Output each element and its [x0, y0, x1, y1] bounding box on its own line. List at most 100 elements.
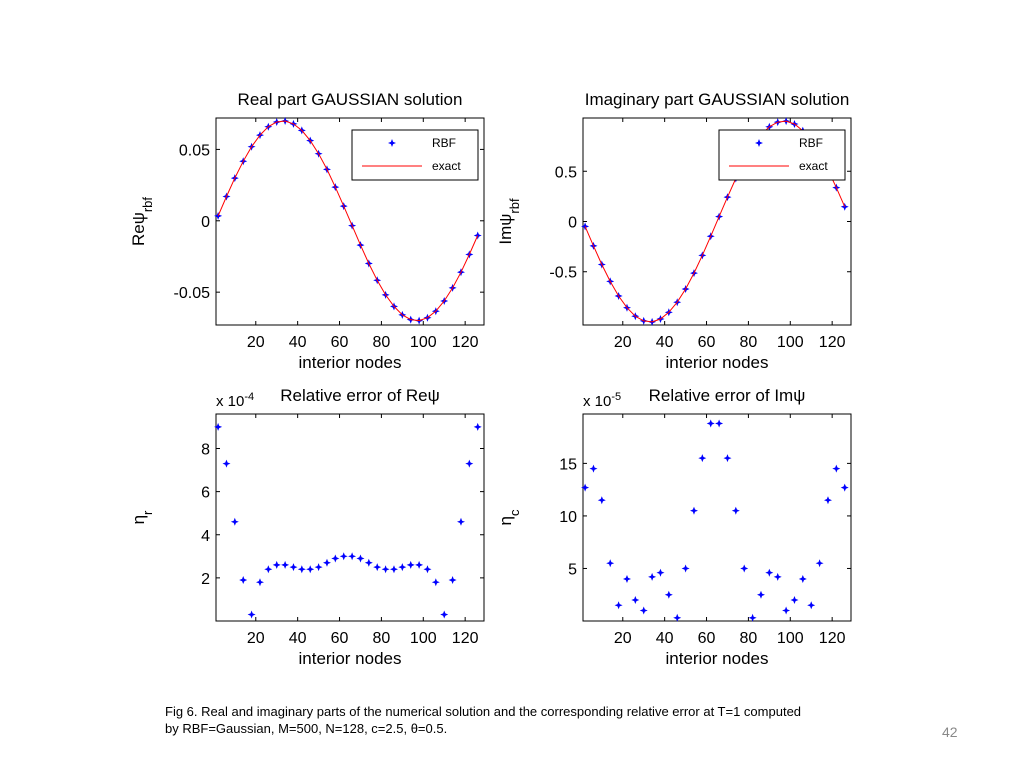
y-axis-label: Reψrbf: [129, 197, 155, 246]
axis-scale-base: x 10: [583, 393, 611, 410]
y-tick-label: 6: [201, 485, 210, 502]
chart-title: Imaginary part GAUSSIAN solution: [585, 90, 850, 109]
point: [623, 575, 631, 583]
point: [740, 564, 749, 573]
point: [715, 419, 724, 428]
axis-scale-base: x 10: [216, 393, 244, 410]
x-tick-label: 100: [777, 630, 804, 647]
x-tick-label: 60: [698, 630, 716, 647]
x-tick-label: 80: [740, 334, 758, 351]
y-tick-label: 15: [559, 456, 577, 473]
y-tick-label: 0.5: [555, 164, 577, 181]
x-axis-label: interior nodes: [298, 353, 401, 372]
point: [214, 422, 223, 431]
point: [840, 483, 849, 492]
x-tick-label: 100: [410, 334, 437, 351]
x-tick-label: 20: [247, 630, 265, 647]
point: [306, 565, 315, 574]
point: [239, 576, 248, 584]
legend-box: [351, 129, 479, 181]
x-tick-label: 60: [698, 334, 716, 351]
x-tick-label: 20: [614, 630, 632, 647]
y-axis-label-main: Imψ: [496, 214, 515, 245]
point: [440, 610, 449, 619]
point: [614, 601, 623, 610]
point: [423, 565, 432, 574]
y-axis-label-sub: rbf: [507, 198, 522, 214]
point: [589, 464, 598, 473]
x-tick-label: 40: [289, 630, 307, 647]
y-tick-label: 10: [559, 509, 577, 526]
x-tick-label: 60: [331, 334, 349, 351]
point: [364, 558, 373, 567]
point: [597, 496, 606, 505]
chart-title: Relative error of Imψ: [649, 386, 806, 405]
point: [773, 572, 782, 581]
point: [465, 459, 474, 468]
x-tick-label: 100: [410, 630, 437, 647]
x-axis-label: interior nodes: [298, 649, 401, 668]
caption-line: Fig 6. Real and imaginary parts of the n…: [165, 704, 802, 719]
point: [415, 560, 424, 569]
point: [673, 613, 682, 622]
legend-box: [718, 129, 846, 181]
point: [281, 560, 290, 569]
y-axis-label: ηc: [496, 509, 522, 525]
point: [631, 596, 640, 604]
y-tick-label: 0.05: [179, 142, 210, 159]
x-tick-label: 80: [740, 630, 758, 647]
page-number: 42: [942, 724, 958, 740]
point: [356, 554, 365, 563]
point: [289, 563, 298, 572]
x-tick-label: 120: [819, 630, 846, 647]
plot-area: [582, 413, 852, 622]
y-tick-label: 4: [201, 528, 210, 545]
x-tick-label: 120: [819, 334, 846, 351]
point: [606, 559, 615, 568]
axis-scale-exponent: -5: [611, 391, 621, 403]
y-axis-label: Imψrbf: [496, 198, 522, 245]
point: [664, 590, 673, 599]
x-tick-label: 40: [289, 334, 307, 351]
point: [815, 559, 824, 568]
y-axis-label-main: η: [129, 515, 148, 524]
point: [581, 483, 590, 492]
legend-marker: [755, 139, 763, 147]
y-axis-label-sub: rbf: [140, 197, 155, 213]
caption-line: by RBF=Gaussian, M=500, N=128, c=2.5, θ=…: [165, 721, 448, 736]
point: [406, 560, 415, 569]
axis-scale: x 10-4: [216, 391, 254, 410]
point: [656, 568, 665, 577]
point: [314, 563, 323, 572]
legend-label: RBF: [432, 136, 456, 150]
point: [731, 506, 740, 515]
x-tick-label: 40: [656, 334, 674, 351]
point: [398, 563, 407, 572]
point: [348, 552, 357, 561]
axis-scale-exponent: -4: [244, 391, 254, 403]
legend-marker: [388, 139, 396, 147]
exact-line: [217, 120, 479, 322]
point: [706, 419, 715, 428]
point: [765, 568, 774, 577]
y-tick-label: 0: [201, 214, 210, 231]
y-tick-label: 2: [201, 571, 210, 588]
x-tick-label: 80: [373, 334, 391, 351]
x-tick-label: 100: [777, 334, 804, 351]
x-tick-label: 120: [452, 630, 479, 647]
y-tick-label: -0.05: [174, 285, 211, 302]
y-axis-label-sub: r: [140, 510, 155, 515]
legend-label: exact: [799, 159, 828, 173]
point: [807, 601, 816, 610]
point: [473, 422, 482, 431]
point: [782, 606, 791, 615]
point: [323, 558, 331, 567]
point: [272, 560, 281, 569]
point: [824, 496, 832, 505]
plot-area: [215, 413, 485, 622]
point: [639, 606, 648, 615]
point: [256, 578, 264, 587]
point: [698, 454, 707, 463]
point: [690, 506, 698, 515]
y-tick-label: 0: [568, 215, 577, 232]
